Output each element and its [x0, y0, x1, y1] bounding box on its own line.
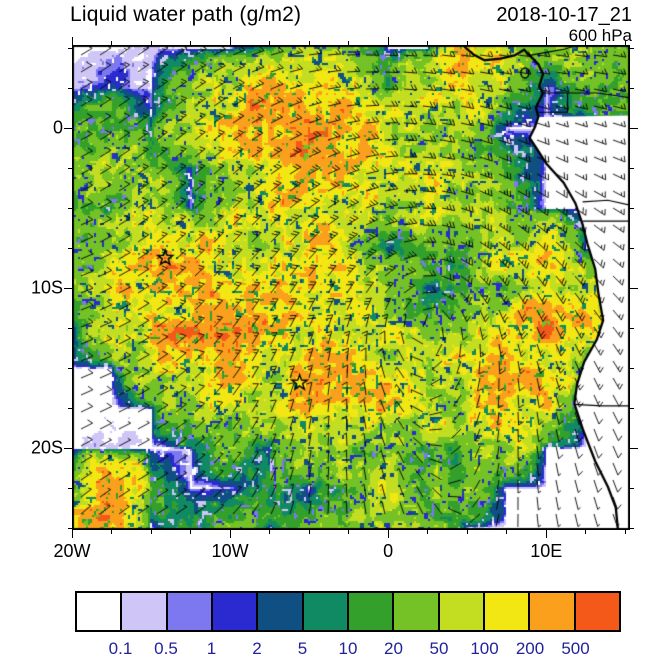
- y-axis-tick: [68, 487, 72, 489]
- y-axis-label: 20S: [30, 437, 63, 458]
- y-axis-tick: [630, 407, 634, 409]
- colorbar-tick-label: 100: [470, 639, 499, 658]
- x-axis-tick: [269, 530, 271, 534]
- x-axis-tick: [545, 530, 548, 538]
- colorbar-tick-label: 500: [561, 639, 590, 658]
- lwp-map-canvas: [72, 45, 630, 530]
- x-axis-tick: [229, 37, 232, 45]
- colorbar-tick-label: 0.1: [108, 639, 133, 658]
- y-axis-tick: [630, 87, 634, 89]
- x-axis-tick: [466, 530, 468, 534]
- colorbar-cell: [528, 591, 576, 632]
- x-axis-label: 0: [383, 541, 394, 561]
- x-axis-tick: [348, 530, 350, 534]
- colorbar-cell: [437, 591, 485, 632]
- y-axis-tick: [68, 47, 72, 49]
- colorbar-tick-label: 5: [297, 639, 308, 658]
- x-axis-tick: [545, 37, 548, 45]
- x-axis-tick: [506, 41, 508, 45]
- colorbar-tick-label: 50: [429, 639, 449, 658]
- y-axis-tick: [64, 447, 72, 450]
- colorbar-cell: [301, 591, 349, 632]
- colorbar-cell: [120, 591, 168, 632]
- y-axis-tick: [68, 527, 72, 529]
- x-axis-tick: [190, 530, 192, 534]
- x-axis-tick: [190, 41, 192, 45]
- y-axis-tick: [630, 447, 638, 450]
- colorbar-tick-label: 1: [206, 639, 217, 658]
- plot-timestamp: 2018-10-17_21: [496, 4, 632, 26]
- y-axis-tick: [630, 327, 634, 329]
- x-axis-tick: [111, 530, 113, 534]
- y-axis-tick: [68, 167, 72, 169]
- y-axis-tick: [630, 127, 638, 130]
- y-axis-tick: [68, 327, 72, 329]
- y-axis-tick: [630, 367, 634, 369]
- x-axis-label: 10E: [530, 541, 563, 561]
- y-axis-label: 10S: [30, 277, 63, 298]
- x-axis-tick: [506, 530, 508, 534]
- pressure-level-label: 600 hPa: [568, 26, 632, 45]
- map-area: 20W 10W 0 10E 0 10S 20S: [31, 37, 638, 561]
- colorbar-tick-label: 10: [338, 639, 358, 658]
- y-axis-tick: [630, 47, 634, 49]
- colorbar-cell: [573, 591, 621, 632]
- y-axis-tick: [630, 167, 634, 169]
- x-axis-tick: [229, 530, 232, 538]
- y-axis-tick: [630, 527, 634, 529]
- x-axis-tick: [427, 41, 429, 45]
- x-axis-tick: [111, 41, 113, 45]
- x-axis-tick: [308, 530, 310, 534]
- colorbar: [75, 591, 621, 632]
- x-axis-tick: [387, 37, 390, 45]
- x-axis-tick: [150, 530, 152, 534]
- x-axis-tick: [71, 530, 73, 538]
- x-axis-tick: [150, 41, 152, 45]
- y-axis-tick: [630, 487, 634, 489]
- y-axis-tick: [68, 367, 72, 369]
- colorbar-tick-label: 20: [384, 639, 403, 658]
- colorbar-tick-label: 200: [515, 639, 545, 658]
- y-axis-tick: [630, 207, 634, 209]
- y-axis-tick: [68, 207, 72, 209]
- x-axis-tick: [269, 41, 271, 45]
- plot-title: Liquid water path (g/m2): [70, 3, 302, 26]
- x-axis-tick: [624, 530, 626, 534]
- x-axis-tick: [466, 41, 468, 45]
- x-axis-label: 20W: [53, 541, 91, 561]
- colorbar-cell: [210, 591, 259, 632]
- x-axis-tick: [71, 37, 73, 45]
- colorbar-cell: [482, 591, 531, 632]
- x-axis-tick: [624, 41, 626, 45]
- colorbar-cell: [392, 591, 440, 632]
- y-axis-tick: [68, 247, 72, 249]
- x-axis-tick: [585, 41, 587, 45]
- colorbar-cell: [165, 591, 213, 632]
- x-axis-label: 10W: [211, 541, 249, 561]
- colorbar-tick-label: 0.5: [154, 639, 178, 658]
- colorbar-labels: 0.1 0.5 1 2 5 10 20 50 100 200 500: [75, 639, 621, 663]
- x-axis-tick: [427, 530, 429, 534]
- colorbar-cell: [346, 591, 395, 632]
- y-axis-tick: [68, 87, 72, 89]
- colorbar-cell: [256, 591, 304, 632]
- y-axis-tick: [64, 287, 72, 290]
- x-axis-tick: [585, 530, 587, 534]
- x-axis-tick: [308, 41, 310, 45]
- colorbar-cell: [75, 591, 123, 632]
- y-axis-label: 0: [52, 117, 63, 138]
- y-axis-tick: [64, 127, 72, 130]
- x-axis-tick: [348, 41, 350, 45]
- x-axis-tick: [387, 530, 390, 538]
- colorbar-tick-label: 2: [252, 639, 262, 658]
- y-axis-tick: [630, 287, 638, 290]
- y-axis-tick: [68, 407, 72, 409]
- y-axis-tick: [630, 247, 634, 249]
